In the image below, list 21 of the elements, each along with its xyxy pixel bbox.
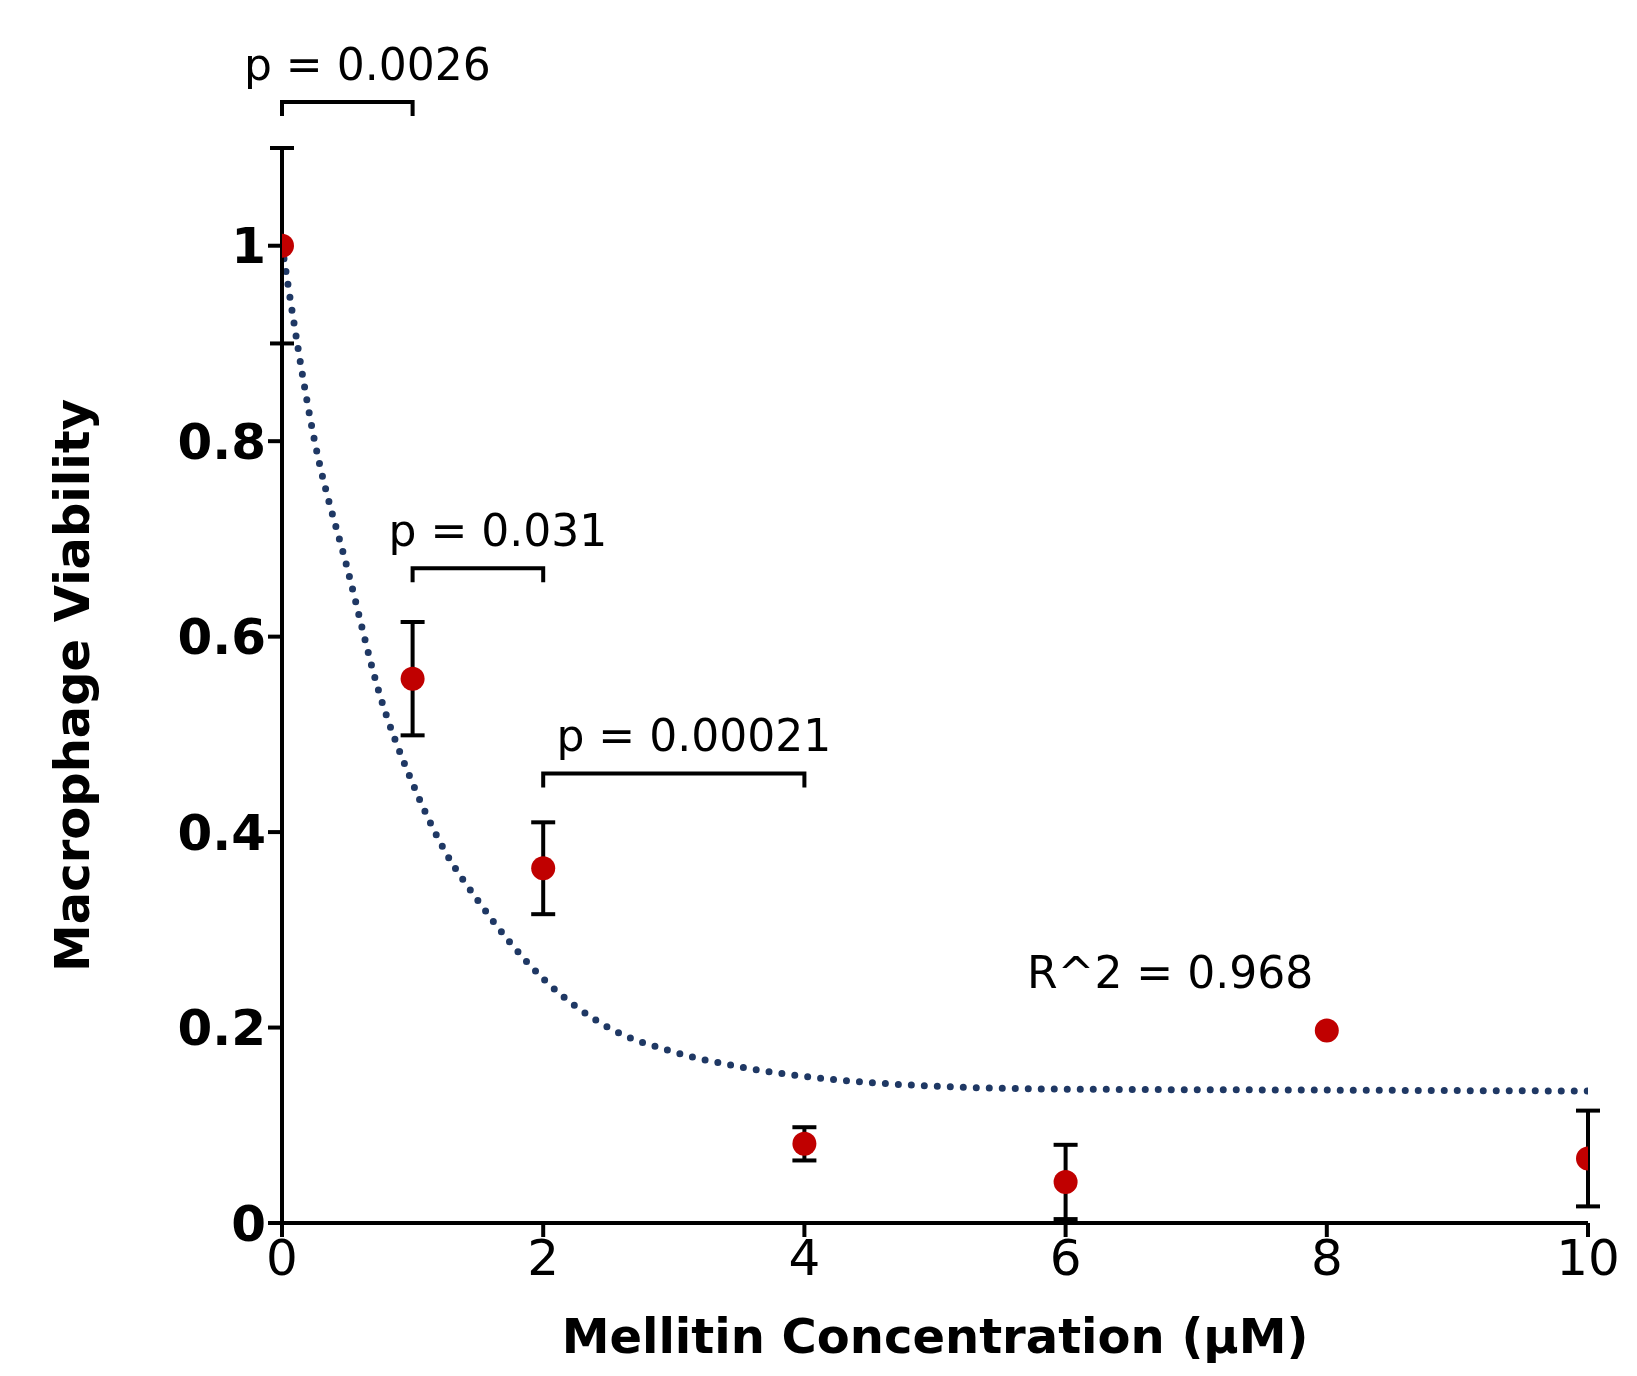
y-tick-label: 0.4: [177, 803, 266, 862]
point: [792, 1131, 817, 1156]
y-tick-label: 1: [231, 217, 266, 276]
x-tick-label: 10: [1556, 1228, 1620, 1287]
x-axis-title: Mellitin Concentration (µM): [561, 1308, 1309, 1364]
point: [1314, 1018, 1339, 1043]
y-tick-label: 0.6: [177, 608, 266, 667]
point: [531, 856, 556, 881]
x-tick-label: 2: [527, 1228, 560, 1287]
y-tick-label: 0.2: [177, 999, 266, 1058]
annotation: p = 0.00021: [556, 710, 832, 762]
y-tick-label: 0.8: [177, 412, 266, 471]
point: [1053, 1169, 1078, 1194]
x-tick-label: 4: [788, 1228, 821, 1287]
x-tick-label: 8: [1310, 1228, 1343, 1287]
point: [400, 666, 425, 691]
annotation: p = 0.031: [388, 505, 608, 557]
annotation: R^2 = 0.968: [1026, 947, 1314, 999]
y-axis-title: Macrophage Viability: [44, 399, 101, 972]
text: p = 0.0026: [243, 39, 491, 91]
x-tick-label: 6: [1049, 1228, 1082, 1287]
